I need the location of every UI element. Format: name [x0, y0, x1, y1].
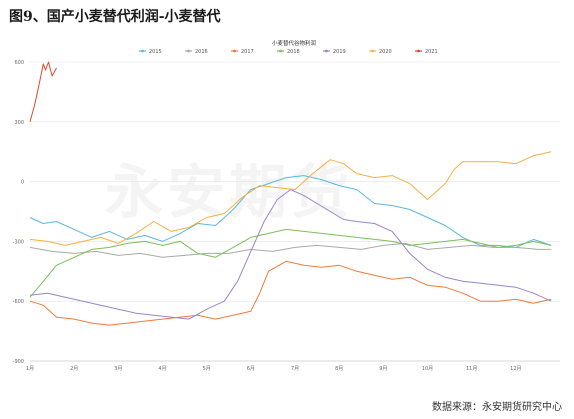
x-tick-label: 10月 [422, 366, 433, 372]
legend-marker [371, 49, 374, 53]
legend-entry: 2021 [425, 49, 438, 55]
x-tick-label: 4月 [158, 366, 166, 372]
x-tick-label: 7月 [291, 366, 299, 372]
y-tick-label: 0 [21, 180, 24, 186]
legend-marker [325, 49, 328, 53]
legend-marker [279, 49, 282, 53]
x-tick-label: 5月 [203, 366, 211, 372]
y-tick-label: -600 [13, 299, 24, 305]
legend-marker [417, 49, 420, 53]
legend-entry: 2018 [287, 49, 300, 55]
y-tick-label: 300 [14, 120, 24, 126]
legend-entry: 2016 [195, 49, 208, 55]
legend-entry: 2017 [241, 49, 254, 55]
series-line-2019 [29, 189, 552, 320]
x-tick-label: 11月 [466, 366, 477, 372]
series-lines [29, 61, 552, 326]
x-tick-label: 8月 [335, 366, 343, 372]
legend: 2015 2016 2017 2018 2019 2020 2021 [139, 49, 438, 55]
y-tick-label: -300 [13, 239, 24, 245]
series-line-2021 [29, 61, 57, 122]
x-tick-label: 6月 [247, 366, 255, 372]
series-line-2016 [29, 242, 552, 258]
x-tick-label: 9月 [379, 366, 387, 372]
x-tick-label: 1月 [26, 366, 34, 372]
series-line-2017 [29, 260, 552, 326]
series-line-2018 [29, 228, 552, 298]
x-tick-label: 3月 [114, 366, 122, 372]
legend-marker [233, 49, 236, 53]
series-line-2015 [29, 175, 552, 248]
figure-title: 图9、国产小麦替代利润-小麦替代 [9, 9, 221, 25]
y-tick-label: -900 [13, 359, 24, 365]
x-tick-label: 2月 [70, 366, 78, 372]
y-tick-label: 600 [14, 60, 24, 66]
legend-entry: 2015 [149, 49, 162, 55]
source-note: 数据来源：永安期货研究中心 [432, 402, 562, 413]
series-line-2020 [29, 151, 552, 246]
grid [30, 61, 560, 362]
chart-title: 小麦替代谷物利润 [272, 39, 317, 47]
legend-marker [187, 49, 190, 53]
y-axis-ticks: 600 300 0 -300 -600 -900 [13, 60, 24, 365]
x-axis-ticks: 1月 2月 3月 4月 5月 6月 7月 8月 9月 10月 11月 12月 [26, 360, 560, 372]
x-tick-label: 12月 [510, 366, 521, 372]
legend-entry: 2020 [379, 49, 392, 55]
legend-marker [141, 49, 144, 53]
legend-entry: 2019 [333, 49, 346, 55]
